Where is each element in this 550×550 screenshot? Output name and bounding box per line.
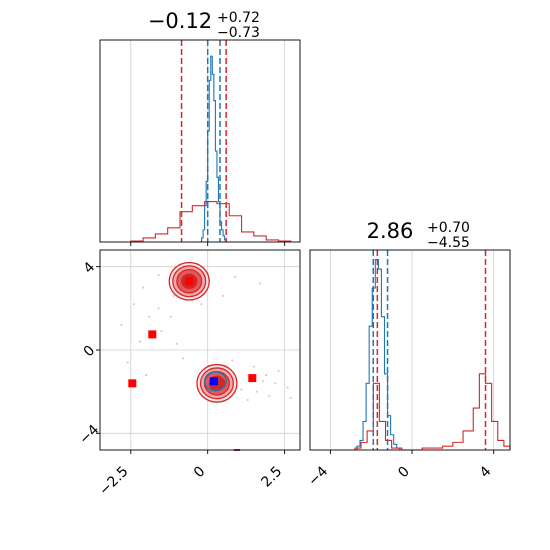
scatter-point-13 (261, 380, 265, 383)
scatter-point-27 (172, 294, 175, 297)
top-left-hist-1 (130, 201, 292, 242)
square-marker-0 (185, 277, 194, 286)
bottom-left-ytick-label-0: −4 (76, 422, 102, 448)
scatter-point-9 (175, 342, 179, 345)
panel-top-left: −0.12 +0.72−0.73 (99, 9, 301, 246)
scatter-point-23 (289, 396, 292, 400)
scatter-point-11 (157, 273, 160, 277)
bottom-right-xtick-label-1: 0 (395, 464, 413, 482)
panel-bottom-left: −2.5 0 2.5 −4 0 4 (76, 249, 301, 499)
scatter-point-19 (240, 388, 243, 391)
scatter-point-20 (255, 390, 259, 393)
bottom-right-xtick-label-2: 4 (477, 463, 495, 481)
bottom-left-xtick-label-0: −2.5 (96, 464, 131, 499)
scatter-point-3 (126, 361, 129, 364)
blue-contour (203, 371, 227, 392)
scatter-point-25 (221, 294, 225, 297)
scatter-point-29 (181, 357, 185, 360)
scatter-point-10 (141, 286, 145, 289)
scatter-point-7 (157, 307, 160, 310)
scatter-point-0 (120, 323, 123, 327)
scatter-point-8 (132, 303, 135, 306)
scatter-point-1 (138, 340, 142, 343)
scatter-point-15 (277, 369, 280, 372)
scatter-point-16 (246, 398, 249, 402)
scatter-point-28 (258, 282, 262, 285)
scatter-point-12 (252, 365, 255, 368)
bottom-right-title-plus: +0.70 (427, 220, 470, 236)
bottom-left-xtick-label-2: 2.5 (258, 464, 285, 491)
top-left-title-plus: +0.72 (217, 10, 260, 26)
scatter-point-2 (148, 315, 151, 318)
scatter-point-18 (231, 359, 234, 362)
panel-bottom-right: 2.86 +0.70−4.55 −4 0 4 (305, 219, 511, 489)
square-marker-4 (209, 377, 218, 386)
bottom-right-hist-1 (354, 373, 511, 451)
scatter-point-5 (160, 330, 163, 333)
square-marker-2 (128, 379, 137, 388)
bottom-left-xtick-label-1: 0 (191, 464, 209, 482)
top-left-hist-0 (198, 55, 228, 243)
scatter-point-21 (265, 373, 268, 377)
bottom-right-xtick-label-0: −4 (305, 463, 331, 489)
top-left-title-minus: −0.73 (217, 25, 260, 41)
scatter-point-14 (268, 394, 271, 397)
bottom-right-title-value: 2.86 (367, 219, 414, 243)
bottom-right-title-minus: −4.55 (427, 235, 470, 251)
top-left-title-value: −0.12 (148, 9, 212, 33)
bottom-left-ytick-label-2: 4 (81, 259, 99, 277)
scatter-point-4 (145, 373, 148, 377)
square-marker-3 (248, 374, 257, 383)
scatter-point-26 (234, 275, 237, 279)
scatter-point-24 (200, 303, 203, 306)
bottom-left-ytick-label-1: 0 (81, 343, 99, 361)
scatter-point-6 (169, 315, 172, 318)
bottom-right-frame (309, 249, 511, 451)
square-marker-1 (148, 330, 157, 339)
bottom-right-hist-0 (356, 258, 401, 450)
top-left-frame (99, 39, 301, 243)
scatter-point-17 (286, 386, 289, 389)
scatter-point-22 (274, 382, 277, 385)
